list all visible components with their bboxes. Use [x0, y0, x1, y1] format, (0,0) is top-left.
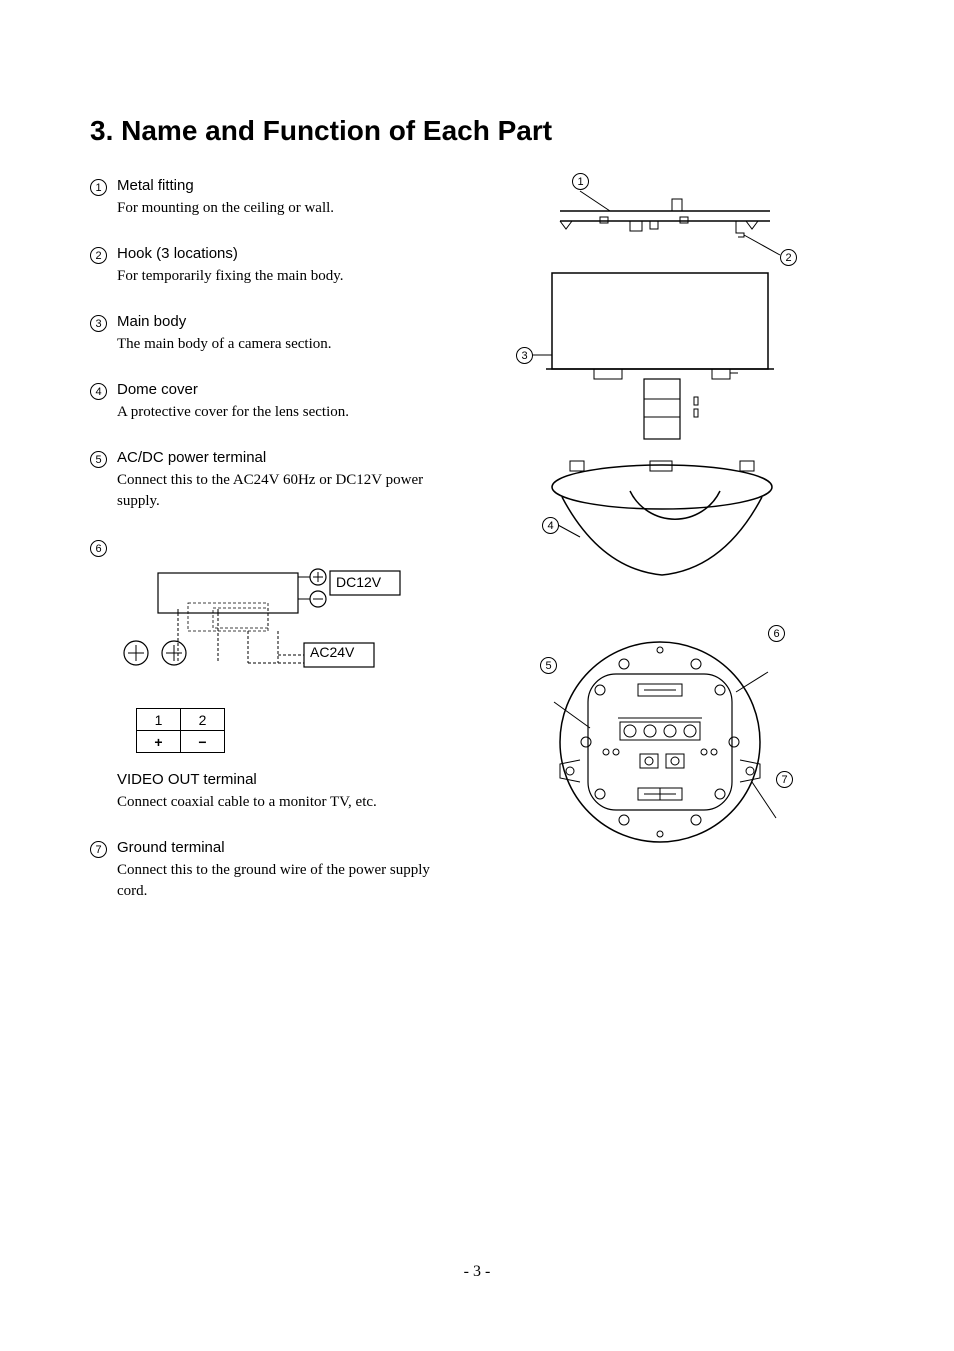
- item-5-desc: Connect this to the AC24V 60Hz or DC12V …: [117, 470, 450, 512]
- ac24v-label: AC24V: [310, 644, 370, 660]
- polarity-col1: 1: [137, 709, 181, 731]
- item-3-desc: The main body of a camera section.: [117, 334, 450, 355]
- right-column: 1 2 3 4: [480, 177, 810, 928]
- callout-6: 6: [768, 625, 785, 642]
- item-6-number: 6: [90, 540, 107, 557]
- section-heading: 3. Name and Function of Each Part: [90, 115, 864, 147]
- item-1: 1 Metal fitting For mounting on the ceil…: [90, 177, 450, 219]
- video-out-title: VIDEO OUT terminal: [117, 771, 450, 788]
- polarity-col2: 2: [181, 709, 225, 731]
- callout-3: 3: [516, 347, 533, 364]
- item-5-number: 5: [90, 451, 107, 468]
- polarity-table: 1 2 + −: [136, 708, 225, 753]
- callout-4: 4: [542, 517, 559, 534]
- polarity-minus: −: [181, 731, 225, 753]
- item-5-title: AC/DC power terminal: [117, 449, 450, 466]
- item-3: 3 Main body The main body of a camera se…: [90, 313, 450, 355]
- left-column: 1 Metal fitting For mounting on the ceil…: [90, 177, 450, 928]
- item-4-desc: A protective cover for the lens section.: [117, 402, 450, 423]
- item-7: 7 Ground terminal Connect this to the gr…: [90, 839, 450, 902]
- callout-2: 2: [780, 249, 797, 266]
- camera-side-diagram: [480, 177, 800, 587]
- item-1-desc: For mounting on the ceiling or wall.: [117, 198, 450, 219]
- item-1-number: 1: [90, 179, 107, 196]
- item-3-number: 3: [90, 315, 107, 332]
- item-5: 5 AC/DC power terminal Connect this to t…: [90, 449, 450, 512]
- item-2-number: 2: [90, 247, 107, 264]
- item-2: 2 Hook (3 locations) For temporarily fix…: [90, 245, 450, 287]
- callout-1: 1: [572, 173, 589, 190]
- video-out-desc: Connect coaxial cable to a monitor TV, e…: [117, 792, 450, 813]
- polarity-plus: +: [137, 731, 181, 753]
- content-area: 1 Metal fitting For mounting on the ceil…: [90, 177, 864, 928]
- callout-7: 7: [776, 771, 793, 788]
- item-2-desc: For temporarily fixing the main body.: [117, 266, 450, 287]
- item-7-desc: Connect this to the ground wire of the p…: [117, 860, 450, 902]
- dc12v-label: DC12V: [336, 574, 396, 590]
- item-7-title: Ground terminal: [117, 839, 450, 856]
- page-number: - 3 -: [0, 1263, 954, 1281]
- item-7-number: 7: [90, 841, 107, 858]
- callout-5: 5: [540, 657, 557, 674]
- item-4-number: 4: [90, 383, 107, 400]
- video-out-block: VIDEO OUT terminal Connect coaxial cable…: [117, 771, 450, 813]
- item-6: 6: [90, 538, 450, 557]
- item-3-title: Main body: [117, 313, 450, 330]
- item-4-title: Dome cover: [117, 381, 450, 398]
- camera-bottom-diagram: [480, 632, 800, 862]
- terminal-diagram: DC12V AC24V 1 2 + −: [118, 563, 408, 753]
- item-1-title: Metal fitting: [117, 177, 450, 194]
- item-2-title: Hook (3 locations): [117, 245, 450, 262]
- item-4: 4 Dome cover A protective cover for the …: [90, 381, 450, 423]
